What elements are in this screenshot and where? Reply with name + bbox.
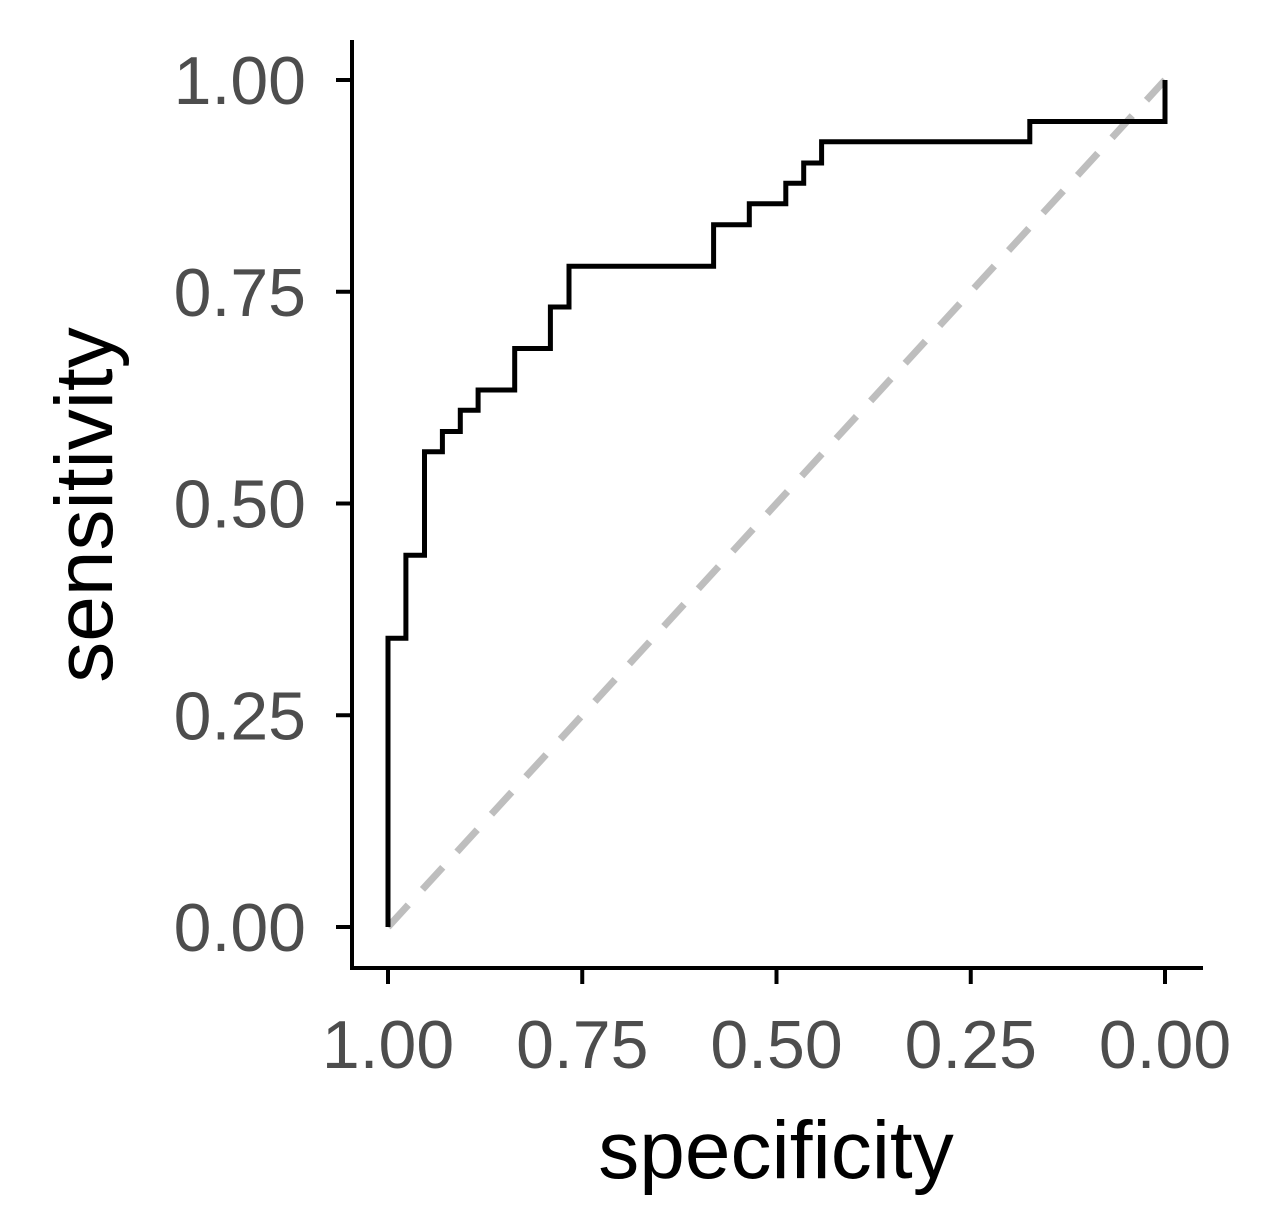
reference-diagonal-line	[385, 77, 1168, 930]
y-tick-label: 0.75	[174, 255, 306, 331]
x-tick-label: 0.75	[516, 1007, 648, 1083]
y-tick-label: 0.00	[174, 890, 306, 966]
y-tick-label: 0.50	[174, 467, 306, 543]
tick-layer: 0.00 0.25 0.50 0.75 1.00 1.00 0.75 0.50 0.25 0.00	[174, 43, 1232, 1083]
x-tick-label: 0.25	[905, 1007, 1037, 1083]
roc-curve-line	[385, 80, 1168, 927]
x-tick-label: 0.00	[1099, 1007, 1231, 1083]
x-axis-title: specificity	[598, 1105, 953, 1196]
x-tick-label: 1.00	[322, 1007, 454, 1083]
y-tick-label: 1.00	[174, 43, 306, 119]
series-layer	[385, 77, 1168, 930]
x-tick-label: 0.50	[710, 1007, 842, 1083]
y-tick-label: 0.25	[174, 678, 306, 754]
y-axis-title: sensitivity	[39, 327, 130, 682]
